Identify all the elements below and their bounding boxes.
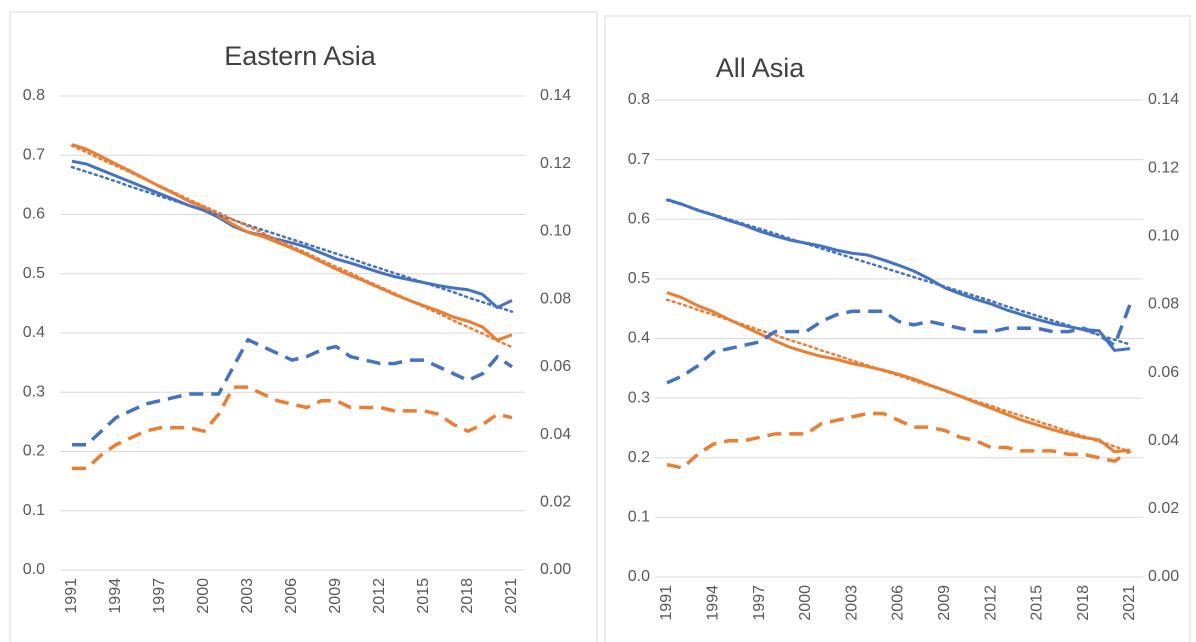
x-tick-label: 2003 [843,585,860,621]
series-line [666,303,1132,385]
y2-tick-label: 0.10 [540,223,571,240]
series-line [70,165,514,313]
chart-border [604,15,1191,642]
x-tick-label: 1997 [151,578,168,614]
series-line [665,298,1132,454]
y-tick-label: 0.6 [628,210,650,227]
x-tick-label: 1991 [63,578,80,614]
y2-tick-label: 0.04 [540,426,571,443]
series-line [71,159,513,310]
y2-tick-label: 0.08 [1148,296,1179,313]
x-tick-label: 2015 [415,578,432,614]
y2-tick-label: 0.06 [1148,364,1179,381]
y2-tick-label: 0.00 [1148,568,1179,585]
y-tick-label: 0.8 [23,87,45,104]
x-tick-label: 2018 [459,578,476,614]
y-tick-label: 0.5 [628,270,650,287]
x-tick-label: 2009 [936,585,953,621]
y2-tick-label: 0.04 [1148,432,1179,449]
y-tick-label: 0.4 [23,324,45,341]
y2-tick-label: 0.02 [1148,500,1179,517]
y-tick-label: 0.5 [23,265,45,282]
y-tick-label: 0.0 [628,568,650,585]
y-tick-label: 0.2 [628,449,650,466]
y2-tick-label: 0.14 [540,87,571,104]
x-tick-label: 2018 [1075,585,1092,621]
y2-tick-label: 0.00 [540,561,571,578]
series-line [72,338,513,447]
y2-tick-label: 0.06 [540,358,571,375]
y2-tick-label: 0.12 [1148,159,1179,176]
x-tick-label: 1997 [751,585,768,621]
x-tick-label: 2021 [503,578,520,614]
y-tick-label: 0.3 [23,383,45,400]
y-tick-label: 0.1 [23,502,45,519]
chart-border [9,11,598,642]
x-tick-label: 2012 [982,585,999,621]
y-tick-label: 0.1 [628,509,650,526]
y-tick-label: 0.6 [23,206,45,223]
x-tick-label: 1994 [705,585,722,621]
chart-title: Eastern Asia [224,41,377,71]
x-tick-label: 2009 [327,578,344,614]
x-tick-label: 2006 [890,585,907,621]
x-tick-label: 1991 [658,585,675,621]
y-tick-label: 0.7 [628,151,650,168]
series-line [666,411,1131,470]
y-tick-label: 0.8 [628,91,650,108]
x-tick-label: 2021 [1121,585,1138,621]
series-line [666,291,1131,454]
y2-tick-label: 0.08 [540,290,571,307]
series-line [665,198,1132,346]
x-tick-label: 1994 [107,578,124,614]
chart-title: All Asia [716,53,806,83]
series-line [70,144,514,349]
y2-tick-label: 0.02 [540,494,571,511]
y-tick-label: 0.4 [628,330,650,347]
y2-tick-label: 0.14 [1148,91,1179,108]
y2-tick-label: 0.10 [1148,228,1179,245]
x-tick-label: 2000 [195,578,212,614]
y-tick-label: 0.2 [23,443,45,460]
x-tick-label: 2006 [283,578,300,614]
y-tick-label: 0.3 [628,389,650,406]
x-tick-label: 2000 [797,585,814,621]
y-tick-label: 0.7 [23,146,45,163]
series-line [666,198,1131,352]
x-tick-label: 2012 [371,578,388,614]
y-tick-label: 0.0 [23,561,45,578]
x-tick-label: 2015 [1029,585,1046,621]
y2-tick-label: 0.12 [540,155,571,172]
x-tick-label: 2003 [239,578,256,614]
